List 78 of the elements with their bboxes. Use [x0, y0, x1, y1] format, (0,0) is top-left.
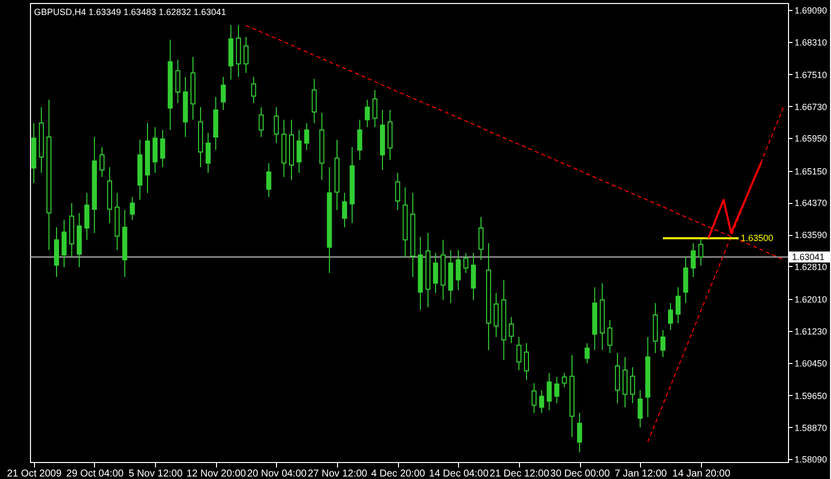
x-tick-label: 21 Dec 12:00: [490, 468, 550, 479]
candlestick: [258, 106, 264, 138]
candlestick: [357, 119, 362, 160]
line-series: [246, 24, 785, 260]
candlestick: [577, 412, 582, 453]
candlestick: [698, 238, 704, 266]
x-tick-label: 30 Dec 00:00: [550, 468, 610, 479]
annotation: 1.63500: [740, 233, 774, 244]
candlestick: [130, 196, 135, 220]
x-tick-label: 20 Nov 04:00: [247, 468, 308, 479]
candlestick: [463, 252, 468, 274]
y-tick-label: 1.63590: [794, 230, 828, 240]
x-tick-label: 21 Oct 2009: [7, 468, 62, 479]
y-tick-label: 1.64370: [794, 198, 828, 208]
candlestick: [266, 162, 272, 198]
candlestick: [524, 342, 529, 380]
x-tick-label: 4 Dec 20:00: [371, 468, 426, 479]
candlestick: [516, 336, 522, 371]
x-tick-label: 27 Nov 12:00: [308, 468, 368, 479]
candlestick: [274, 106, 279, 144]
y-tick-label: 1.61230: [794, 326, 828, 336]
candlestick: [562, 372, 567, 388]
candlestick: [676, 286, 681, 324]
candlestick: [660, 330, 666, 358]
candlestick: [395, 172, 400, 211]
candlestick: [539, 390, 544, 414]
y-tick-label: 1.69090: [794, 5, 828, 16]
candlestick: [100, 146, 105, 178]
ref-line-label: 1.63041: [792, 252, 825, 262]
y-tick-label: 1.62810: [794, 262, 828, 272]
candlestick: [546, 372, 552, 411]
candlestick: [668, 302, 674, 331]
candlestick: [554, 376, 560, 404]
y-tick-label: 1.58870: [794, 422, 828, 433]
candlestick: [296, 130, 302, 174]
candlestick: [607, 319, 612, 354]
x-tick-label: 14 Jan 20:00: [672, 468, 731, 479]
y-tick-label: 1.62010: [794, 294, 828, 305]
candlestick: [433, 252, 438, 294]
candlestick: [638, 390, 643, 428]
y-tick-label: 1.66730: [794, 102, 828, 112]
candlestick: [175, 59, 180, 104]
candlestick: [532, 382, 537, 414]
candlestick: [62, 219, 67, 268]
x-tick-label: 7 Jan 12:00: [614, 468, 668, 479]
candlestick: [364, 99, 370, 128]
candlestick: [342, 192, 348, 228]
candlestick: [244, 36, 249, 74]
y-tick-label: 1.65150: [794, 166, 828, 176]
candlestick: [456, 250, 461, 291]
x-tick-label: 29 Oct 04:00: [66, 468, 124, 479]
candlestick: [312, 78, 317, 124]
candlestick: [304, 122, 310, 151]
y-tick-label: 1.65950: [794, 134, 828, 144]
candlestick: [584, 342, 590, 364]
line-series: [647, 104, 785, 442]
candlestick: [160, 130, 166, 168]
y-tick-label: 1.67510: [794, 70, 828, 80]
x-tick-label: 12 Nov 20:00: [186, 468, 246, 479]
candlestick: [372, 89, 378, 128]
y-tick-label: 1.58090: [794, 454, 828, 465]
candlestick: [220, 76, 226, 110]
y-tick-label: 1.59650: [794, 390, 828, 401]
candlestick: [152, 126, 158, 174]
candlestick: [84, 192, 90, 240]
y-tick-label: 1.68310: [794, 37, 828, 48]
candlestick: [494, 292, 499, 338]
chart-title: GBPUSD,H4 1.63349 1.63483 1.62832 1.63041: [34, 7, 226, 17]
candlestick: [630, 366, 636, 404]
candlestick: [690, 242, 696, 278]
y-tick-label: 1.60450: [794, 358, 828, 368]
candlestick: [251, 76, 256, 104]
x-tick-label: 14 Dec 04:00: [429, 468, 489, 479]
candlestick: [478, 216, 484, 260]
x-tick-label: 5 Nov 12:00: [128, 468, 183, 479]
candlestick: [508, 316, 514, 344]
candlestick: [470, 252, 476, 300]
candlestick: [206, 132, 211, 174]
